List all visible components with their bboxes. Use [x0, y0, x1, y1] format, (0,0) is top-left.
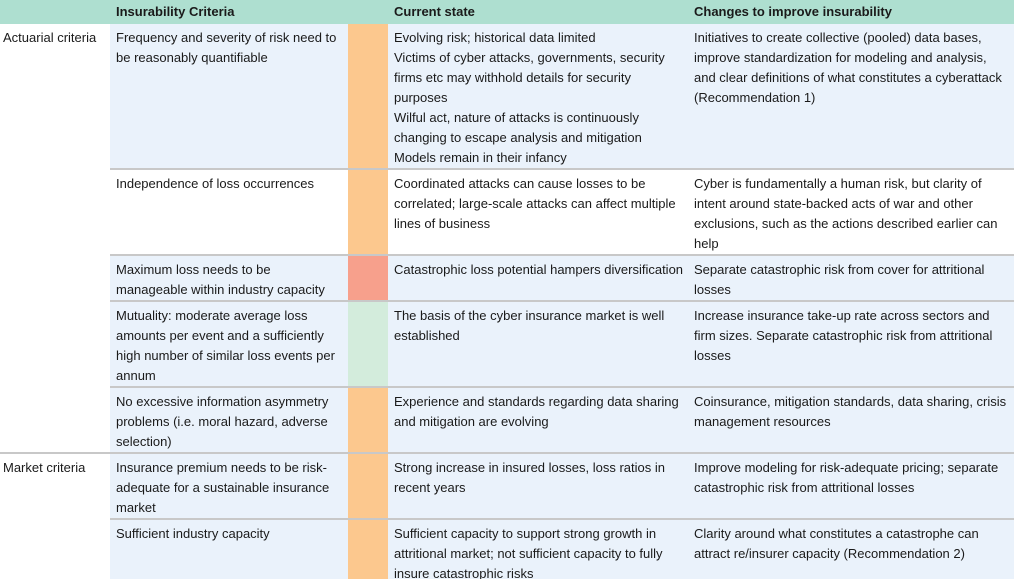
criteria-cell: Frequency and severity of risk need to b… — [110, 24, 348, 169]
current-state-cell: Coordinated attacks can cause losses to … — [388, 168, 688, 255]
current-state-line: Wilful act, nature of attacks is continu… — [394, 110, 642, 145]
changes-cell: Cyber is fundamentally a human risk, but… — [688, 168, 1014, 255]
status-indicator-orange — [348, 168, 388, 255]
criteria-cell: Mutuality: moderate average loss amounts… — [110, 300, 348, 387]
category-cell — [0, 301, 110, 387]
status-indicator-green — [348, 300, 388, 387]
table-row: Independence of loss occurrences Coordin… — [0, 168, 1014, 255]
criteria-cell: Maximum loss needs to be manageable with… — [110, 254, 348, 301]
header-current-state: Current state — [388, 0, 688, 24]
current-state-cell: Catastrophic loss potential hampers dive… — [388, 254, 688, 301]
current-state-line: Experience and standards regarding data … — [394, 394, 679, 429]
status-indicator-orange — [348, 24, 388, 169]
current-state-line: Evolving risk; historical data limited — [394, 30, 596, 45]
table-row: Maximum loss needs to be manageable with… — [0, 254, 1014, 301]
status-indicator-red — [348, 254, 388, 301]
header-changes: Changes to improve insurability — [688, 0, 1014, 24]
category-cell — [0, 387, 110, 453]
table-header-row: Insurability Criteria Current state Chan… — [0, 0, 1014, 24]
table-row: Market criteria Insurance premium needs … — [0, 452, 1014, 519]
changes-cell: Increase insurance take-up rate across s… — [688, 300, 1014, 387]
current-state-line: Coordinated attacks can cause losses to … — [394, 176, 676, 231]
status-indicator-orange — [348, 386, 388, 453]
current-state-line: Strong increase in insured losses, loss … — [394, 460, 665, 495]
header-indicator — [348, 0, 388, 24]
criteria-cell: No excessive information asymmetry probl… — [110, 386, 348, 453]
current-state-cell: Experience and standards regarding data … — [388, 386, 688, 453]
table-row: No excessive information asymmetry probl… — [0, 386, 1014, 453]
changes-cell: Improve modeling for risk-adequate prici… — [688, 452, 1014, 519]
status-indicator-orange — [348, 452, 388, 519]
current-state-line: Sufficient capacity to support strong gr… — [394, 526, 663, 579]
header-criteria: Insurability Criteria — [110, 0, 348, 24]
current-state-line: Models remain in their infancy — [394, 150, 567, 165]
category-cell — [0, 255, 110, 301]
category-cell: Actuarial criteria — [0, 24, 110, 169]
current-state-line: Victims of cyber attacks, governments, s… — [394, 50, 665, 105]
category-cell: Market criteria — [0, 452, 110, 519]
current-state-cell: Sufficient capacity to support strong gr… — [388, 518, 688, 579]
current-state-cell: Evolving risk; historical data limited V… — [388, 24, 688, 169]
changes-cell: Clarity around what constitutes a catast… — [688, 518, 1014, 579]
changes-cell: Separate catastrophic risk from cover fo… — [688, 254, 1014, 301]
status-indicator-orange — [348, 518, 388, 579]
table-row: Mutuality: moderate average loss amounts… — [0, 300, 1014, 387]
category-cell — [0, 169, 110, 255]
criteria-cell: Insurance premium needs to be risk-adequ… — [110, 452, 348, 519]
changes-cell: Coinsurance, mitigation standards, data … — [688, 386, 1014, 453]
criteria-cell: Independence of loss occurrences — [110, 168, 348, 255]
category-cell — [0, 519, 110, 579]
current-state-cell: The basis of the cyber insurance market … — [388, 300, 688, 387]
criteria-cell: Sufficient industry capacity — [110, 518, 348, 579]
current-state-line: The basis of the cyber insurance market … — [394, 308, 665, 343]
current-state-line: Catastrophic loss potential hampers dive… — [394, 262, 684, 277]
changes-cell: Initiatives to create collective (pooled… — [688, 24, 1014, 169]
current-state-cell: Strong increase in insured losses, loss … — [388, 452, 688, 519]
header-category — [0, 0, 110, 24]
table-row: Sufficient industry capacity Sufficient … — [0, 518, 1014, 579]
table-row: Actuarial criteria Frequency and severit… — [0, 24, 1014, 169]
